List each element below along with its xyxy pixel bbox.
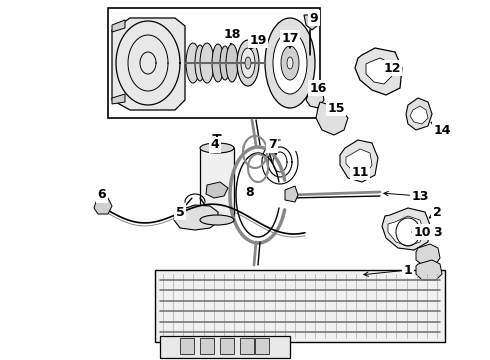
Text: 1: 1 <box>404 264 413 276</box>
Ellipse shape <box>200 43 214 83</box>
Text: 11: 11 <box>351 166 369 179</box>
Text: 5: 5 <box>175 206 184 219</box>
Polygon shape <box>240 338 254 354</box>
Text: 15: 15 <box>327 102 345 114</box>
Ellipse shape <box>265 18 315 108</box>
Bar <box>155 270 445 342</box>
Polygon shape <box>410 106 428 124</box>
Ellipse shape <box>281 46 299 80</box>
Text: 2: 2 <box>433 207 441 220</box>
Ellipse shape <box>200 143 234 153</box>
Polygon shape <box>355 48 402 95</box>
Polygon shape <box>340 140 378 182</box>
Ellipse shape <box>186 43 200 83</box>
Polygon shape <box>112 20 125 32</box>
Polygon shape <box>206 182 228 198</box>
Polygon shape <box>285 186 298 202</box>
Ellipse shape <box>212 44 224 82</box>
Polygon shape <box>94 198 112 214</box>
Polygon shape <box>220 338 234 354</box>
Polygon shape <box>416 260 442 280</box>
Text: 10: 10 <box>413 225 431 238</box>
Text: 12: 12 <box>383 62 401 75</box>
Ellipse shape <box>200 215 234 225</box>
Text: 13: 13 <box>411 189 429 202</box>
Text: 6: 6 <box>98 189 106 202</box>
Bar <box>160 336 290 358</box>
Polygon shape <box>416 244 440 266</box>
Text: 4: 4 <box>211 139 220 152</box>
Text: 17: 17 <box>281 31 299 45</box>
Ellipse shape <box>241 48 255 78</box>
Text: 3: 3 <box>433 225 441 238</box>
Polygon shape <box>255 338 269 354</box>
Bar <box>108 8 320 118</box>
Polygon shape <box>174 205 218 230</box>
Polygon shape <box>304 15 318 30</box>
Text: 7: 7 <box>268 139 276 152</box>
Ellipse shape <box>245 57 251 69</box>
Ellipse shape <box>237 40 259 86</box>
Ellipse shape <box>287 57 293 69</box>
Polygon shape <box>200 338 214 354</box>
Polygon shape <box>112 94 125 104</box>
Text: 16: 16 <box>309 81 327 94</box>
Polygon shape <box>112 18 185 110</box>
Bar <box>200 148 234 220</box>
Ellipse shape <box>273 32 307 94</box>
Ellipse shape <box>220 46 230 80</box>
Polygon shape <box>306 88 324 108</box>
Polygon shape <box>406 98 432 130</box>
Ellipse shape <box>195 45 205 81</box>
Text: 19: 19 <box>249 33 267 46</box>
Polygon shape <box>382 208 430 250</box>
Ellipse shape <box>226 44 238 82</box>
Polygon shape <box>316 102 348 135</box>
Polygon shape <box>180 338 194 354</box>
Polygon shape <box>346 149 372 174</box>
Text: 18: 18 <box>223 28 241 41</box>
Polygon shape <box>388 216 424 246</box>
Text: 8: 8 <box>245 185 254 198</box>
Polygon shape <box>366 58 392 84</box>
Text: 9: 9 <box>310 12 318 24</box>
Text: 14: 14 <box>433 123 451 136</box>
